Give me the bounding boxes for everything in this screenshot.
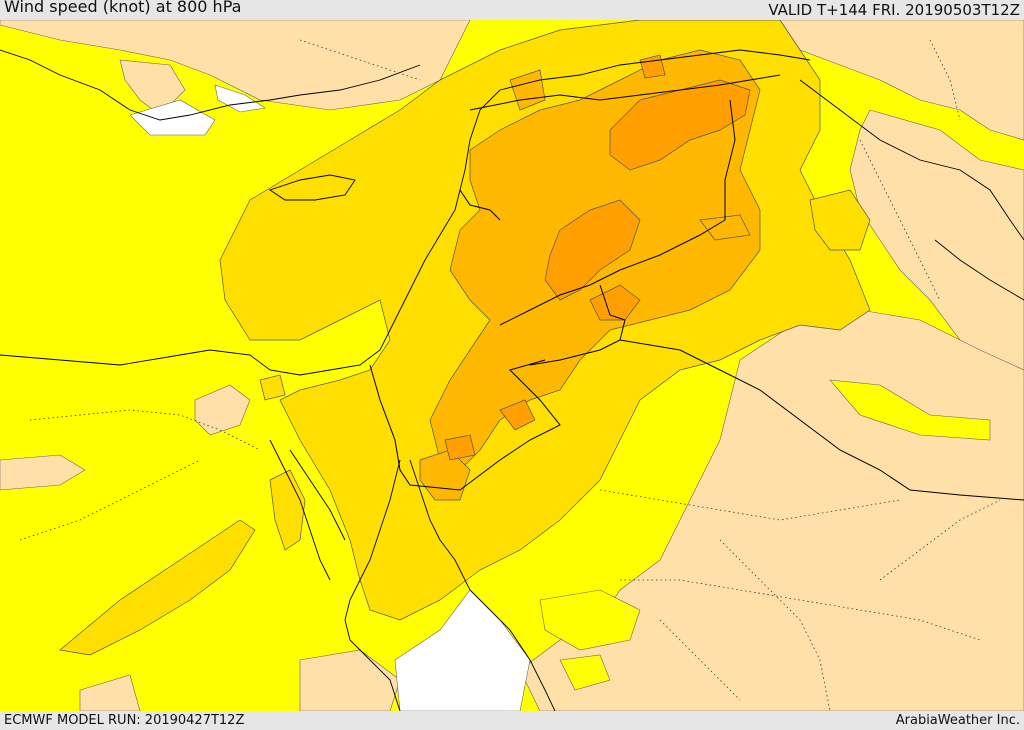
lowest-speed-zones	[129, 84, 531, 711]
wind-speed-map	[0, 20, 1024, 711]
zone-peak-central	[544, 199, 641, 301]
zone-mid-sinai	[269, 469, 306, 551]
zone-egypt-patch	[194, 384, 251, 436]
valid-time: VALID T+144 FRI. 20190503T12Z	[768, 1, 1020, 19]
arabia-yellow-patches	[539, 379, 991, 691]
model-run-label: ECMWF MODEL RUN: 20190427T12Z	[4, 713, 245, 728]
zone-ne	[779, 20, 1024, 141]
header-bar: Wind speed (knot) at 800 hPa VALID T+144…	[0, 0, 1024, 20]
coastlines	[0, 49, 1024, 711]
zone-libya-patch	[0, 454, 86, 491]
borders	[369, 74, 1024, 501]
footer-bar: ECMWF MODEL RUN: 20190427T12Z ArabiaWeat…	[0, 711, 1024, 729]
zone-white-redsea	[394, 589, 531, 711]
zone-sw-patch	[79, 674, 141, 711]
zone-iran	[849, 109, 1024, 401]
internal-boundaries	[19, 39, 1001, 711]
peak-speed-zones	[444, 54, 751, 461]
zone-mid-egypt-band	[59, 519, 256, 656]
map-title: Wind speed (knot) at 800 hPa	[4, 0, 242, 16]
credit-label: ArabiaWeather Inc.	[895, 713, 1020, 728]
